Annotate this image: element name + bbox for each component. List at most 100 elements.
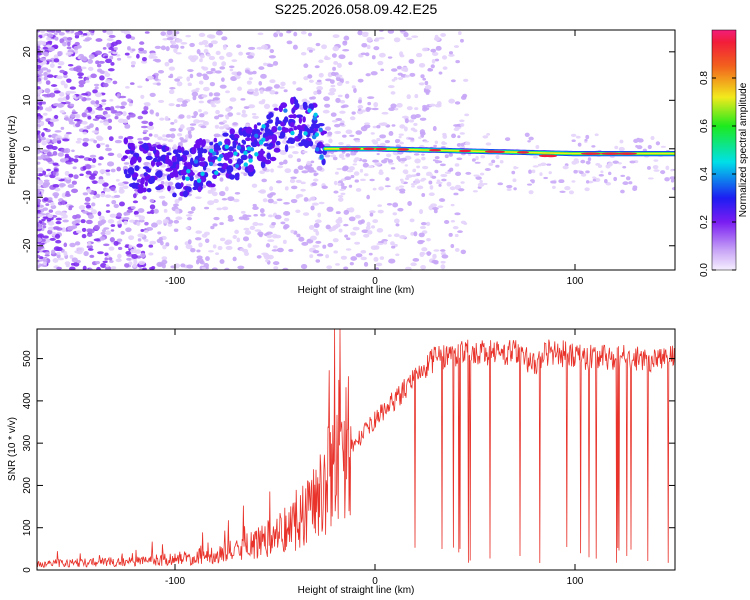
noise-speckle <box>132 193 137 199</box>
noise-speckle <box>43 71 48 77</box>
colorbar-tick-label: 0.4 <box>699 167 710 181</box>
noise-speckle <box>414 114 421 119</box>
noise-speckle <box>450 243 455 249</box>
noise-speckle <box>286 30 292 34</box>
noise-speckle <box>45 80 51 85</box>
noise-speckle <box>37 185 41 190</box>
noise-speckle <box>89 123 94 128</box>
noise-speckle <box>653 159 659 162</box>
noise-speckle <box>222 120 227 124</box>
noise-speckle <box>236 112 241 116</box>
noise-speckle <box>397 207 404 212</box>
noise-speckle <box>42 183 50 188</box>
noise-speckle <box>491 159 496 164</box>
noise-speckle <box>424 80 429 86</box>
noise-speckle <box>528 190 534 195</box>
noise-speckle <box>460 142 465 147</box>
noise-speckle <box>126 136 134 140</box>
noise-speckle <box>223 124 230 129</box>
noise-speckle <box>195 196 202 199</box>
noise-speckle <box>128 244 133 249</box>
spectrogram-marks <box>37 30 675 270</box>
noise-speckle <box>420 177 427 181</box>
noise-speckle <box>426 171 433 176</box>
ridge-blob <box>223 152 230 161</box>
noise-speckle <box>454 212 461 216</box>
noise-speckle <box>203 262 210 269</box>
noise-speckle <box>76 44 82 49</box>
noise-speckle <box>620 189 625 194</box>
noise-speckle <box>180 103 188 107</box>
noise-speckle <box>214 115 220 120</box>
snr-xlabel: Height of straight line (km) <box>298 585 415 596</box>
noise-speckle <box>426 251 432 256</box>
noise-speckle <box>198 100 204 104</box>
noise-speckle <box>396 155 401 160</box>
noise-speckle <box>45 138 50 143</box>
noise-speckle <box>85 31 90 37</box>
noise-speckle <box>260 44 269 50</box>
noise-speckle <box>387 56 393 59</box>
noise-speckle <box>88 157 93 162</box>
noise-speckle <box>304 166 311 170</box>
noise-speckle <box>146 211 152 214</box>
noise-speckle <box>398 133 404 136</box>
noise-speckle <box>290 198 298 204</box>
noise-speckle <box>57 65 62 69</box>
noise-speckle <box>59 211 67 217</box>
ridge-highlight <box>248 158 253 163</box>
noise-speckle <box>532 155 538 159</box>
noise-speckle <box>453 192 459 196</box>
noise-speckle <box>419 252 425 258</box>
noise-speckle <box>237 265 245 270</box>
noise-speckle <box>37 144 41 149</box>
noise-speckle <box>370 71 378 76</box>
noise-speckle <box>206 70 214 75</box>
noise-speckle <box>363 124 371 129</box>
noise-speckle <box>393 233 400 238</box>
noise-speckle <box>357 104 364 109</box>
ridge-highlight <box>217 141 223 146</box>
noise-speckle <box>395 223 400 227</box>
ridge-blob <box>317 122 325 127</box>
noise-speckle <box>338 141 344 146</box>
noise-speckle <box>399 235 407 240</box>
noise-speckle <box>417 239 424 245</box>
noise-speckle <box>162 218 169 224</box>
noise-speckle <box>122 216 130 220</box>
noise-speckle <box>44 251 51 255</box>
noise-speckle <box>45 107 50 112</box>
ridge-blob <box>248 153 252 160</box>
noise-speckle <box>209 82 216 87</box>
noise-speckle <box>366 44 371 50</box>
noise-speckle <box>218 190 226 197</box>
noise-speckle <box>37 193 42 198</box>
noise-speckle <box>371 139 377 143</box>
noise-speckle <box>72 166 77 170</box>
ridge-blob <box>172 192 177 198</box>
noise-speckle <box>233 131 239 135</box>
noise-speckle <box>219 171 227 176</box>
ridge-highlight <box>212 151 217 156</box>
noise-speckle <box>208 250 214 253</box>
hotspot <box>545 154 557 158</box>
noise-speckle <box>46 74 54 78</box>
noise-speckle <box>56 251 61 255</box>
noise-speckle <box>269 79 276 84</box>
noise-speckle <box>312 244 320 248</box>
noise-speckle <box>647 144 652 150</box>
noise-speckle <box>429 103 436 107</box>
noise-speckle <box>151 222 158 228</box>
noise-speckle <box>200 125 207 129</box>
noise-speckle <box>199 58 203 63</box>
noise-speckle <box>46 69 51 73</box>
noise-speckle <box>341 157 346 160</box>
noise-speckle <box>172 40 177 46</box>
noise-speckle <box>144 102 151 107</box>
noise-speckle <box>112 80 118 85</box>
noise-speckle <box>348 184 353 188</box>
noise-speckle <box>635 144 639 148</box>
noise-speckle <box>192 89 200 93</box>
noise-speckle <box>168 66 176 71</box>
noise-speckle <box>342 186 348 189</box>
